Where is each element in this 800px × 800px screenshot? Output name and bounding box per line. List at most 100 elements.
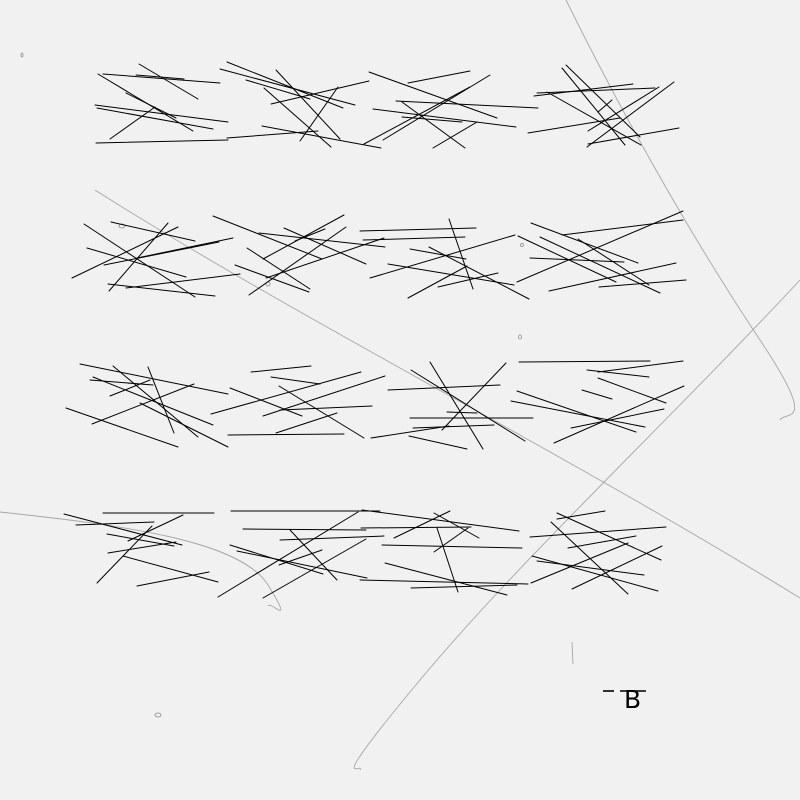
hatch-stroke (245, 79, 311, 100)
speck (20, 52, 24, 58)
hatch-stroke (95, 139, 229, 144)
hatch-stroke (570, 408, 665, 429)
hatch-row-1 (94, 61, 680, 149)
hatch-stroke (86, 247, 187, 278)
hatch-stroke (597, 377, 667, 404)
hatch-stroke (401, 116, 463, 123)
hatch-stroke (536, 87, 656, 94)
hatch-stroke (581, 389, 613, 400)
hatch-stroke (368, 71, 498, 119)
hatch-stroke (370, 425, 450, 439)
faint-arc-layer (0, 0, 800, 771)
hatch-stroke (236, 550, 368, 579)
hatch-stroke (407, 70, 471, 84)
hatch-stroke (136, 571, 210, 587)
hatch-stroke (279, 535, 385, 541)
speck (154, 712, 162, 718)
hatch-stroke (571, 545, 663, 590)
hatch-stroke (294, 228, 326, 242)
hatch-stroke (103, 241, 220, 266)
hatch-stroke (278, 549, 323, 566)
hatch-stroke (83, 223, 196, 298)
hatch-stroke (289, 529, 338, 581)
hatch-stroke (433, 527, 469, 553)
hatch-stroke (510, 400, 646, 428)
hatch-row-4 (63, 509, 667, 599)
hatch-stroke (75, 521, 155, 526)
hatch-stroke (94, 104, 229, 123)
hatch-stroke (92, 376, 214, 426)
hatch-stroke (275, 69, 341, 140)
hatch-stroke (219, 68, 356, 106)
hatch-stroke (248, 226, 347, 296)
hatch-stroke (108, 222, 169, 292)
hatch-stroke (362, 236, 466, 241)
hatch-stroke (110, 221, 196, 242)
hatch-stroke (262, 538, 367, 599)
hatch-stroke (127, 514, 184, 542)
hatch-stroke (96, 107, 214, 130)
hatch-stroke (102, 73, 221, 84)
hatch-stroke (361, 509, 520, 532)
hatch-stroke (217, 511, 359, 598)
hatch-stroke (517, 235, 617, 283)
hatch-stroke (408, 435, 468, 450)
hatch-stroke (586, 81, 675, 148)
hatch-stroke (556, 512, 662, 561)
hatch-stroke (109, 106, 156, 140)
hatch-stroke (89, 379, 154, 386)
hatch-stroke (283, 227, 367, 265)
hatch-stroke (432, 121, 478, 149)
hatch-stroke (79, 363, 229, 395)
hatch-stroke (384, 562, 508, 596)
hatch-stroke (531, 555, 659, 592)
hatch-stroke (527, 117, 621, 134)
hatch-stroke (597, 99, 613, 113)
answer-letter: B (624, 685, 641, 714)
hatch-stroke (395, 100, 539, 109)
hatch-stroke (550, 521, 629, 595)
hatch-stroke (229, 387, 303, 417)
hatch-stroke (210, 371, 362, 415)
hatch-stroke (597, 360, 684, 373)
hatch-stroke (71, 226, 179, 279)
faint-left-arc (0, 511, 282, 611)
hatch-stroke (359, 579, 529, 585)
hatch-stroke (139, 402, 229, 448)
hatch-stroke (382, 74, 491, 141)
hatch-stroke (407, 265, 468, 299)
hatch-stroke (227, 433, 345, 436)
hatch-stroke (263, 87, 332, 148)
hatch-stroke (548, 262, 677, 292)
hatch-stroke (446, 411, 478, 414)
faint-diagonal-curve (94, 189, 800, 599)
hatch-stroke (112, 365, 199, 438)
hatch-stroke (530, 542, 629, 584)
faint-small-tick (571, 641, 574, 665)
hatch-stroke (138, 63, 199, 100)
hatch-stroke (278, 385, 365, 439)
hatch-stroke (270, 376, 321, 385)
hatch-stroke (410, 584, 518, 589)
hatch-stroke (363, 86, 471, 145)
hatch-stroke (136, 237, 234, 259)
hatch-stroke (587, 86, 660, 132)
hatch-stroke (561, 67, 626, 146)
hatch-stroke (536, 560, 645, 576)
hatch-stroke (529, 257, 625, 263)
hatch-row-3 (65, 360, 685, 450)
hatch-stroke (122, 555, 219, 583)
hatch-stroke (553, 385, 685, 444)
hatch-stroke (586, 369, 650, 378)
specks-layer (20, 52, 524, 718)
hatch-stroke (598, 279, 687, 288)
hatch-stroke (387, 384, 501, 391)
hatch-stroke (109, 379, 151, 397)
hatch-stroke (107, 541, 177, 554)
hatch-stroke (265, 237, 385, 279)
hatch-stroke (250, 365, 312, 373)
hatch-stroke (401, 101, 466, 149)
hatch-stroke (587, 127, 680, 145)
hatch-stroke (226, 130, 319, 139)
